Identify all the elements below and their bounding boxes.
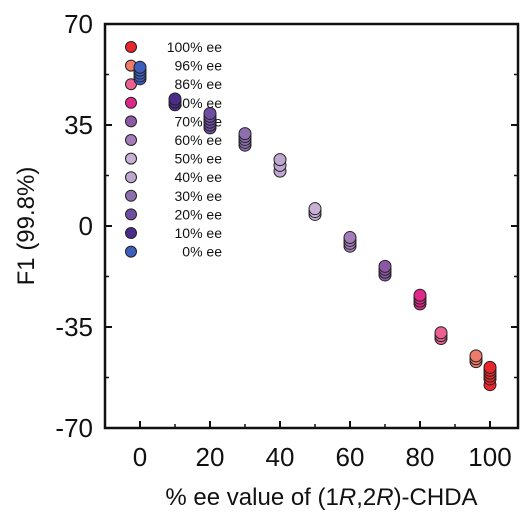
x-axis-title-part: ,2	[356, 484, 376, 511]
x-axis-title-part: )-CHDA	[394, 484, 478, 511]
axes-frame	[103, 22, 520, 430]
legend-label: 40% ee	[175, 169, 223, 185]
data-point	[434, 326, 448, 340]
legend-label: 86% ee	[175, 76, 223, 92]
x-tick-label: 0	[133, 442, 147, 472]
legend-label: 20% ee	[175, 206, 223, 222]
y-tick-label: -35	[55, 312, 93, 342]
x-axis-title-part: R	[339, 484, 356, 511]
x-axis-title-part: R	[376, 484, 393, 511]
data-point	[203, 106, 217, 120]
x-tick-label: 60	[336, 442, 365, 472]
data-point	[413, 288, 427, 302]
x-tick-label: 20	[196, 442, 225, 472]
x-axis-ticks: 0 20 40 60 80 100	[133, 421, 512, 472]
y-axis-ticks: -70 -35 0 35 70	[55, 9, 518, 443]
y-tick-label: 35	[64, 110, 93, 140]
data-point	[238, 127, 252, 141]
legend-marker	[125, 96, 137, 109]
data-point	[483, 360, 497, 374]
x-tick-label: 100	[468, 442, 511, 472]
legend-marker	[125, 115, 137, 128]
x-tick-label: 40	[266, 442, 295, 472]
x-axis-title: % ee value of (1R,2R)-CHDA	[165, 484, 477, 511]
x-axis-title-part: % ee value of (1	[165, 484, 338, 511]
legend-label: 96% ee	[175, 58, 223, 74]
legend-label: 50% ee	[175, 151, 223, 167]
legend-label: 0% ee	[182, 244, 222, 260]
x-tick-label: 80	[406, 442, 435, 472]
legend-label: 30% ee	[175, 188, 223, 204]
data-point	[133, 60, 147, 74]
data-point	[343, 231, 357, 245]
data-point	[378, 259, 392, 273]
data-point	[469, 349, 483, 363]
plot-frame	[103, 22, 520, 430]
y-tick-label: -70	[55, 413, 93, 443]
legend-label: 80% ee	[175, 95, 223, 111]
legend-marker	[125, 152, 137, 165]
legend-marker	[125, 227, 137, 239]
legend-marker	[125, 208, 137, 221]
data-points	[133, 60, 497, 392]
legend-label: 60% ee	[175, 132, 223, 148]
y-tick-label: 0	[79, 211, 93, 241]
data-point	[273, 153, 287, 167]
data-point	[168, 92, 182, 106]
y-axis-title: F1 (99.8%)	[13, 167, 40, 286]
data-point	[308, 202, 322, 216]
y-tick-label: 70	[64, 9, 93, 39]
legend-marker	[125, 245, 137, 258]
legend-marker	[125, 134, 137, 146]
legend-label: 100% ee	[167, 39, 222, 55]
legend-marker	[125, 171, 137, 184]
legend-label: 10% ee	[175, 225, 223, 241]
legend-marker	[125, 41, 137, 53]
legend-marker	[125, 189, 137, 202]
